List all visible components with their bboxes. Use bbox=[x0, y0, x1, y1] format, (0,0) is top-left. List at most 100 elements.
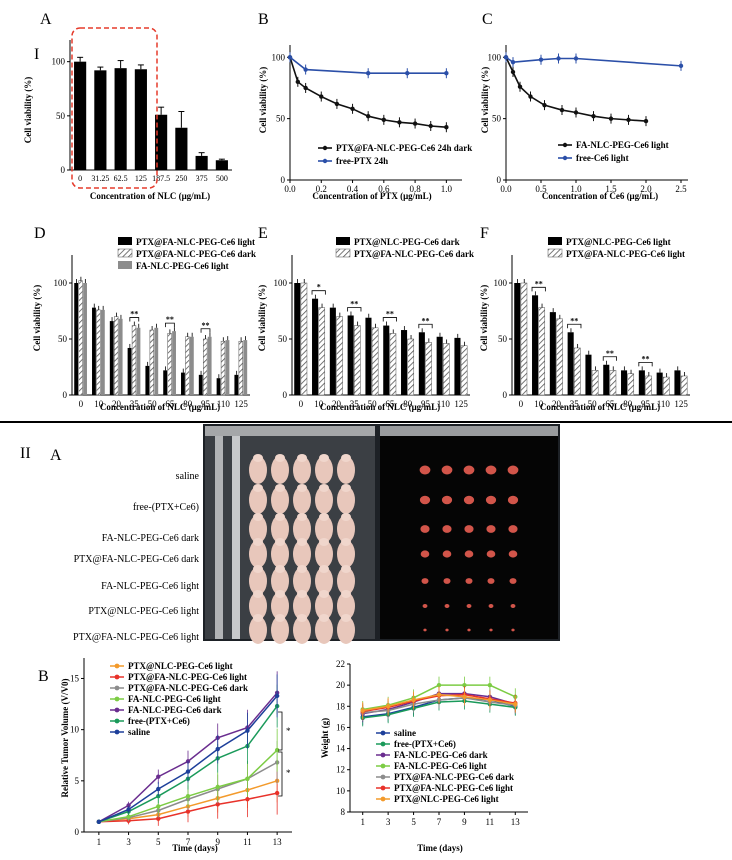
panel-B-xtick-label: 1.0 bbox=[441, 184, 453, 194]
IIB-weight-xtick-label: 9 bbox=[462, 817, 467, 827]
panel-D-sig-bracket bbox=[200, 328, 211, 333]
panel-B-point bbox=[428, 123, 433, 129]
panel-C-xtick-label: 1.0 bbox=[570, 184, 582, 194]
IIB-tumor-legend-label: FA-NLC-PEG-Ce6 light bbox=[128, 694, 221, 704]
IIB-tumor-legend-label: saline bbox=[128, 727, 150, 737]
IIB-weight-point bbox=[360, 708, 365, 713]
mouse bbox=[293, 486, 311, 514]
tumor bbox=[507, 465, 519, 475]
panel-E-sig-label: * bbox=[317, 283, 321, 292]
mouse bbox=[315, 456, 333, 484]
mouse bbox=[249, 616, 267, 644]
IIB-tumor-legend-label: PTX@FA-NLC-PEG-Ce6 light bbox=[128, 672, 247, 682]
IIB-tumor-legend-marker bbox=[114, 707, 120, 713]
IIB-tumor-ytick-label: 15 bbox=[70, 673, 80, 683]
IIA-row-label: PTX@FA-NLC-PEG-Ce6 light bbox=[73, 632, 199, 643]
panel-C-xtick-label: 0.0 bbox=[500, 184, 512, 194]
mouse-head bbox=[319, 565, 329, 573]
panel-B-legend-marker bbox=[322, 145, 328, 151]
IIB-tumor-legend-label: free-(PTX+Ce6) bbox=[128, 716, 190, 726]
panel-F-bar bbox=[532, 295, 539, 395]
panel-F-bar bbox=[663, 376, 670, 396]
panel-B-xtick-label: 0.2 bbox=[316, 184, 327, 194]
panel-C-legend-label: FA-NLC-PEG-Ce6 light bbox=[576, 140, 669, 150]
panel-F-xtick-label: 110 bbox=[657, 399, 671, 409]
IIB-tumor-point bbox=[274, 790, 280, 796]
panel-D-bar bbox=[216, 378, 221, 395]
panel-D-bar bbox=[109, 321, 114, 395]
IIB-tumor-point bbox=[156, 774, 161, 779]
mouse bbox=[293, 456, 311, 484]
panel-F-bar bbox=[627, 373, 635, 396]
panel-D-bar bbox=[149, 329, 154, 396]
panel-C-point bbox=[626, 117, 631, 123]
panel-D-bar bbox=[243, 340, 248, 395]
mouse bbox=[293, 616, 311, 644]
IIB-tumor-point bbox=[156, 816, 161, 821]
IIB-weight-ytick-label: 20 bbox=[336, 680, 346, 690]
IIB-weight-ytick-label: 22 bbox=[336, 659, 345, 669]
IIB-weight-ytick-label: 12 bbox=[336, 765, 345, 775]
panel-F-bar bbox=[591, 370, 599, 396]
IIB-weight-legend-label: FA-NLC-PEG-Ce6 dark bbox=[394, 750, 488, 760]
panel-IIA-letter: A bbox=[50, 447, 62, 464]
panel-E-ylabel: Cell viability (%) bbox=[257, 285, 267, 352]
tumor bbox=[486, 525, 496, 533]
mouse-head bbox=[253, 484, 263, 492]
panel-C-letter: C bbox=[482, 11, 493, 28]
panel-C-ytick-label: 0 bbox=[497, 175, 502, 185]
panel-D-bar bbox=[118, 318, 123, 395]
IIB-tumor-point bbox=[156, 804, 161, 809]
panel-D-xtick-label: 95 bbox=[201, 399, 211, 409]
panel-D-bar bbox=[207, 336, 212, 395]
IIB-tumor-point bbox=[245, 728, 250, 733]
IIB-weight-xtick-label: 7 bbox=[437, 817, 442, 827]
mouse-head bbox=[341, 454, 351, 462]
panel-F-xtick-label: 95 bbox=[641, 399, 651, 409]
panel-B-xtick-label: 0.8 bbox=[409, 184, 421, 194]
tumor bbox=[485, 465, 497, 475]
panel-F-xtick-label: 50 bbox=[588, 399, 598, 409]
panel-F-sig-label: ** bbox=[642, 354, 650, 363]
panel-D-chart: 0 50 100 0 10 20 35 50 65 80 95 110 125 ** ** ** PTX@FA-… bbox=[54, 237, 256, 409]
panel-D-bar bbox=[220, 340, 226, 396]
mouse-head bbox=[275, 614, 285, 622]
panel-D-xtick-label: 20 bbox=[112, 399, 122, 409]
IIB-tumor-sig-label: * bbox=[286, 726, 291, 736]
mouse bbox=[271, 515, 289, 543]
IIB-tumor-point bbox=[215, 746, 220, 752]
panel-F-legend-label: PTX@NLC-PEG-Ce6 light bbox=[566, 237, 671, 247]
IIB-tumor-xtick-label: 3 bbox=[126, 837, 131, 847]
panel-E-xtick-label: 80 bbox=[403, 399, 413, 409]
panel-F-xtick-label: 20 bbox=[552, 399, 562, 409]
IIA-row-label: PTX@FA-NLC-PEG-Ce6 dark bbox=[74, 554, 199, 565]
panel-B-point bbox=[319, 94, 324, 99]
panel-B-ylabel: Cell viability (%) bbox=[258, 67, 268, 134]
tumor bbox=[443, 578, 451, 584]
IIB-tumor-legend-marker bbox=[114, 663, 120, 669]
IIB-tumor-point bbox=[245, 797, 250, 802]
panel-B-point bbox=[444, 125, 449, 130]
IIB-weight-xlabel: Time (days) bbox=[417, 843, 463, 853]
IIB-weight-point bbox=[462, 694, 467, 699]
mouse bbox=[271, 616, 289, 644]
panel-IIB-letter: B bbox=[38, 668, 49, 685]
mice-photo bbox=[203, 424, 560, 644]
mouse-head bbox=[275, 513, 285, 521]
IIB-tumor-point bbox=[185, 793, 191, 799]
tumor bbox=[463, 465, 475, 475]
panel-D-bar bbox=[238, 340, 243, 396]
panel-D-bar bbox=[163, 370, 168, 395]
IIB-weight-legend-marker bbox=[380, 774, 386, 780]
mouse bbox=[271, 456, 289, 484]
panel-E-legend-swatch bbox=[336, 237, 350, 245]
mouse bbox=[249, 592, 267, 620]
tumor bbox=[444, 603, 450, 609]
panel-E-bar bbox=[418, 332, 425, 395]
IIB-tumor-legend-marker bbox=[114, 696, 120, 702]
panel-E-legend-label: PTX@FA-NLC-PEG-Ce6 dark bbox=[354, 249, 474, 259]
tumor bbox=[420, 525, 430, 533]
IIA-row-label: FA-NLC-PEG-Ce6 light bbox=[101, 581, 199, 592]
panel-C-point bbox=[528, 94, 533, 99]
